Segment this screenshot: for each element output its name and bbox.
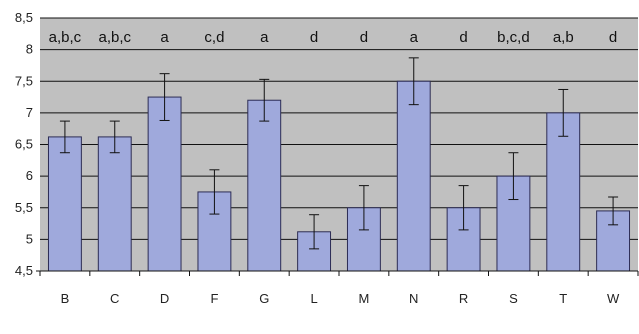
significance-label: d (609, 29, 617, 46)
x-tick-label: N (409, 291, 418, 306)
significance-label: a,b,c (49, 29, 82, 46)
significance-label: a,b,c (98, 29, 131, 46)
x-tick-label: C (110, 291, 119, 306)
significance-labels: a,b,c a,b,c a c,d a d d a d b,c,d a,b d (49, 29, 618, 46)
x-tick-label: S (509, 291, 518, 306)
y-tick-label: 4,5 (15, 263, 33, 278)
bar (47, 136, 82, 272)
x-tick-label: W (607, 291, 620, 306)
x-tick-label: T (559, 291, 567, 306)
gridlines (40, 17, 638, 240)
x-tick-label: D (160, 291, 169, 306)
y-tick-label: 8 (26, 42, 33, 57)
significance-label: a (410, 29, 419, 46)
bar (147, 96, 182, 272)
x-tick-label: R (459, 291, 468, 306)
y-tick-label: 8,5 (15, 10, 33, 25)
significance-label: a (260, 29, 269, 46)
significance-label: b,c,d (497, 29, 530, 46)
x-tick-label: G (259, 291, 269, 306)
bar (396, 80, 431, 272)
y-tick-label: 6,5 (15, 137, 33, 152)
y-tick-label: 5,5 (15, 200, 33, 215)
significance-label: a,b (553, 29, 574, 46)
significance-label: a (160, 29, 169, 46)
bar (247, 99, 282, 272)
bar (546, 112, 581, 272)
significance-label: d (459, 29, 467, 46)
y-tick-label: 6 (26, 168, 33, 183)
y-tick-label: 7 (26, 105, 33, 120)
bar (97, 136, 132, 272)
x-tick-label: B (61, 291, 70, 306)
significance-label: c,d (204, 29, 224, 46)
x-tick-label: M (358, 291, 369, 306)
significance-label: d (310, 29, 318, 46)
bars (47, 80, 631, 272)
y-axis-tick-labels: 4,5 5 5,5 6 6,5 7 7,5 8 8,5 (15, 10, 33, 278)
error-bars (59, 57, 619, 250)
x-tick-label: F (210, 291, 218, 306)
y-tick-label: 7,5 (15, 73, 33, 88)
y-tick-label: 5 (26, 231, 33, 246)
x-tick-label: L (310, 291, 317, 306)
significance-label: d (360, 29, 368, 46)
